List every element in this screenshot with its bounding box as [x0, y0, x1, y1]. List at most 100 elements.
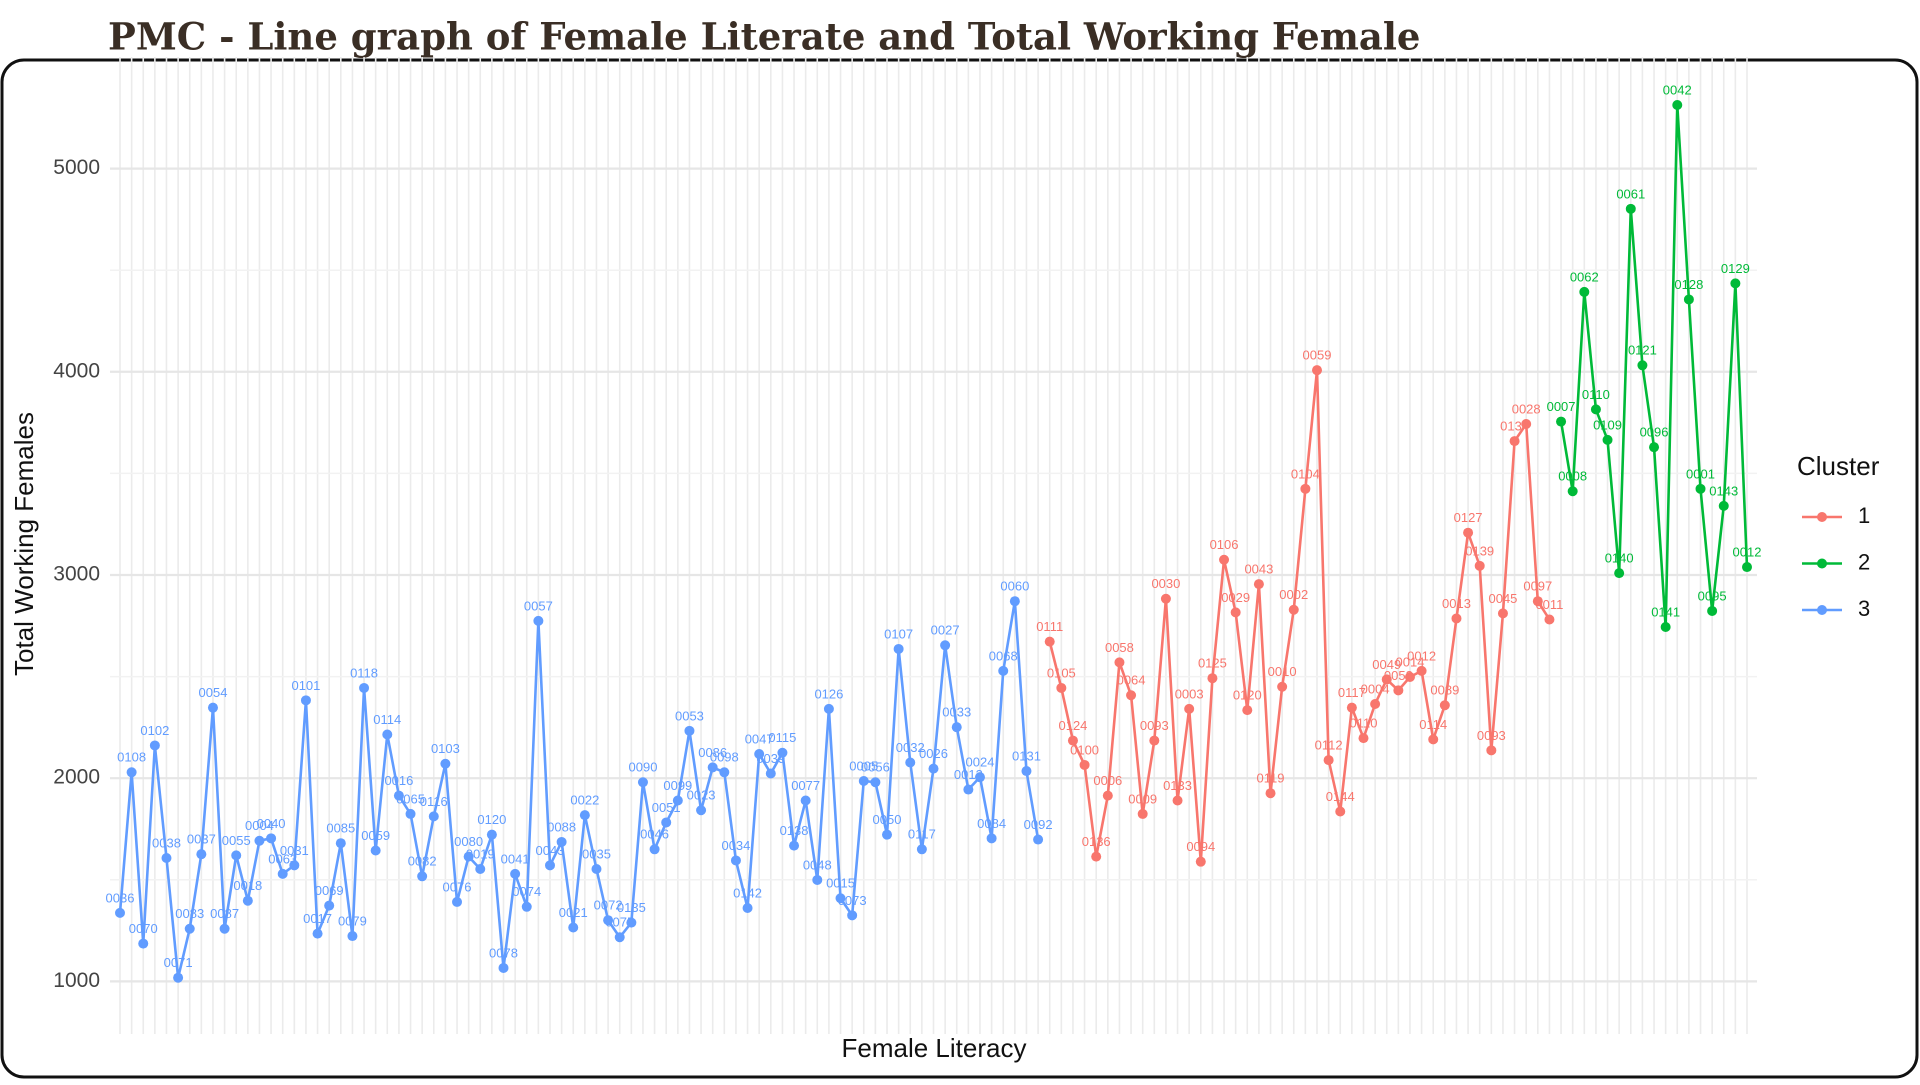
- point-label: 0126: [814, 686, 843, 701]
- point-label: 0093: [1140, 718, 1169, 733]
- point: [1660, 621, 1671, 632]
- point: [986, 833, 997, 844]
- point: [1300, 483, 1311, 494]
- point-label: 0049: [1372, 657, 1401, 672]
- point-label: 0140: [1605, 551, 1634, 566]
- point-label: 0048: [803, 857, 832, 872]
- point: [1556, 416, 1567, 427]
- point: [928, 763, 939, 774]
- point-label: 0111: [1036, 619, 1063, 634]
- point: [1393, 685, 1404, 696]
- point: [789, 840, 800, 851]
- point: [1672, 99, 1683, 110]
- point-label: 0004: [245, 818, 274, 833]
- legend-title: Cluster: [1797, 451, 1880, 481]
- point: [905, 757, 916, 768]
- point: [579, 810, 590, 821]
- point-label: 0023: [687, 788, 716, 803]
- point-label: 0076: [443, 879, 472, 894]
- point-label: 0139: [1465, 543, 1494, 558]
- point: [1509, 436, 1520, 447]
- point-label: 0012: [1733, 544, 1762, 559]
- point: [1707, 605, 1718, 616]
- point-label: 0101: [291, 678, 320, 693]
- point: [1126, 690, 1137, 701]
- point: [1172, 795, 1183, 806]
- point: [359, 682, 370, 693]
- point-label: 0105: [1047, 665, 1076, 680]
- point: [312, 928, 323, 939]
- point-label: 0030: [1151, 576, 1180, 591]
- point: [300, 695, 311, 706]
- point: [974, 772, 985, 783]
- point-label: 0083: [175, 906, 204, 921]
- point: [1277, 681, 1288, 692]
- point-label: 0117: [908, 827, 936, 842]
- point-label: 0059: [361, 828, 390, 843]
- point-label: 0074: [512, 884, 541, 899]
- point: [1102, 790, 1113, 801]
- point-label: 0057: [524, 598, 553, 613]
- point-label: 0037: [187, 832, 216, 847]
- point: [800, 795, 811, 806]
- point-label: 0018: [233, 878, 262, 893]
- point: [1091, 851, 1102, 862]
- point: [486, 829, 497, 840]
- point-label: 0118: [350, 665, 378, 680]
- point: [1521, 419, 1532, 430]
- point: [1160, 593, 1171, 604]
- point: [1451, 613, 1462, 624]
- point: [417, 871, 428, 882]
- point: [207, 702, 218, 713]
- point-label: 0100: [1070, 742, 1099, 757]
- point: [823, 703, 834, 714]
- point: [730, 855, 741, 866]
- point: [463, 851, 474, 862]
- point: [370, 845, 381, 856]
- point-label: 0089: [1430, 683, 1459, 698]
- point-label: 0120: [1233, 688, 1262, 703]
- point: [1242, 705, 1253, 716]
- point: [858, 776, 869, 787]
- point-label: 0087: [210, 906, 239, 921]
- point-label: 0045: [1488, 591, 1517, 606]
- point-label: 0041: [501, 851, 530, 866]
- point-label: 0042: [1663, 82, 1692, 97]
- point: [1323, 755, 1334, 766]
- point-label: 0116: [420, 794, 448, 809]
- point: [126, 767, 137, 778]
- series-line: [1048, 370, 1551, 862]
- point: [428, 811, 439, 822]
- point: [951, 722, 962, 733]
- point: [1486, 745, 1497, 756]
- point: [1544, 614, 1555, 625]
- point-label: 0141: [1651, 604, 1680, 619]
- point: [963, 784, 974, 795]
- point: [440, 758, 451, 769]
- y-tick-label: 3000: [53, 563, 100, 586]
- point-label: 0022: [570, 793, 599, 808]
- point-label: 0056: [861, 760, 890, 775]
- point: [161, 853, 172, 864]
- point-label: 0058: [1105, 640, 1134, 655]
- point-label: 0084: [977, 816, 1006, 831]
- point-label: 0016: [384, 773, 413, 788]
- title-band: [0, 0, 1920, 58]
- point: [1184, 703, 1195, 714]
- point: [533, 615, 544, 626]
- point-label: 0038: [152, 835, 181, 850]
- point-label: 0004: [1361, 681, 1390, 696]
- point-label: 0121: [1628, 343, 1657, 358]
- point: [672, 795, 683, 806]
- point-label: 0131: [1012, 748, 1041, 763]
- point-label: 0043: [1244, 562, 1273, 577]
- point: [115, 907, 125, 918]
- point-label: 0099: [663, 778, 692, 793]
- point: [556, 836, 567, 847]
- point: [1288, 604, 1299, 615]
- point-label: 0065: [396, 791, 425, 806]
- point-label: 0068: [989, 648, 1018, 663]
- point: [1079, 759, 1090, 770]
- point-label: 0013: [1442, 596, 1471, 611]
